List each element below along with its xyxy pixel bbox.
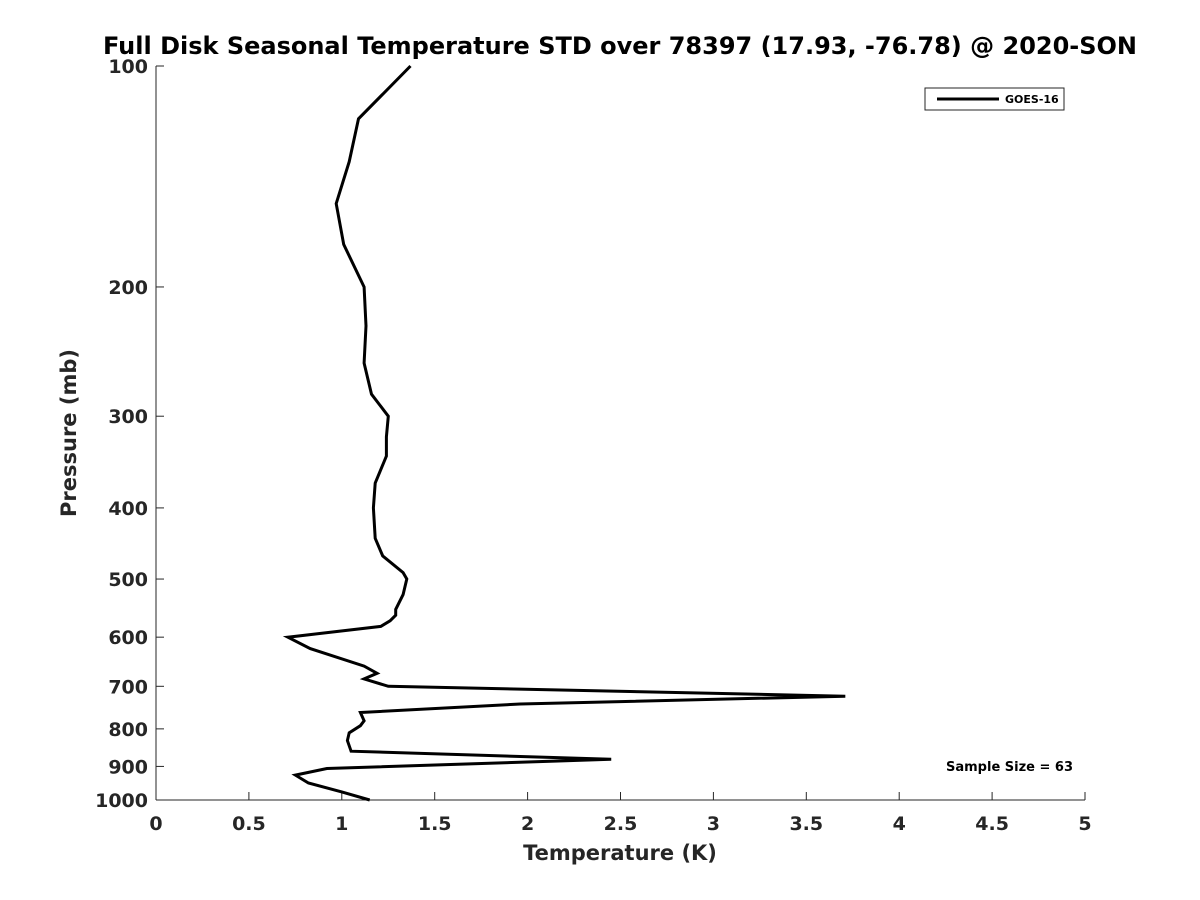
y-tick-label: 500 [108, 569, 148, 591]
x-tick-label: 0.5 [232, 813, 266, 835]
y-tick-label: 1000 [95, 790, 148, 812]
x-tick-label: 3.5 [789, 813, 823, 835]
x-axis-ticks: 0 0.5 1 1.5 2 2.5 3 3.5 4 4.5 5 [149, 792, 1092, 835]
x-tick-label: 4 [893, 813, 906, 835]
y-tick-label: 200 [108, 277, 148, 299]
x-tick-label: 3 [707, 813, 720, 835]
y-axis-label: Pressure (mb) [57, 349, 81, 517]
x-tick-label: 4.5 [975, 813, 1009, 835]
x-tick-label: 1.5 [418, 813, 452, 835]
y-tick-label: 100 [108, 56, 148, 78]
x-tick-label: 5 [1078, 813, 1091, 835]
x-tick-label: 1 [335, 813, 348, 835]
x-axis-label: Temperature (K) [523, 841, 717, 865]
y-tick-label: 300 [108, 406, 148, 428]
x-tick-label: 0 [149, 813, 162, 835]
y-tick-label: 400 [108, 498, 148, 520]
sample-size-annotation: Sample Size = 63 [946, 760, 1073, 775]
legend-label-goes-16: GOES-16 [1005, 93, 1059, 106]
legend: GOES-16 [924, 87, 1065, 111]
chart-title: Full Disk Seasonal Temperature STD over … [103, 32, 1137, 60]
y-tick-label: 800 [108, 719, 148, 741]
y-tick-label: 900 [108, 756, 148, 778]
y-axis-ticks: 100 200 300 400 500 600 700 800 900 1000 [95, 56, 164, 812]
x-tick-label: 2.5 [604, 813, 638, 835]
series-line-goes-16 [282, 64, 846, 802]
x-tick-label: 2 [521, 813, 534, 835]
y-tick-label: 600 [108, 627, 148, 649]
y-tick-label: 700 [108, 676, 148, 698]
series-layer [282, 64, 846, 802]
